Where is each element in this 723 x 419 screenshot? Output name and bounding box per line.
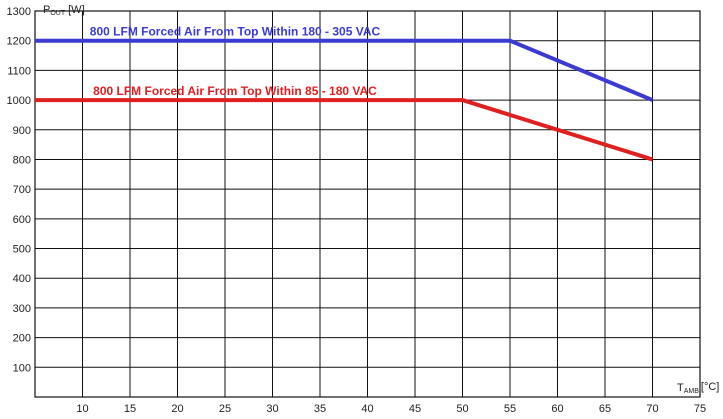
series-label-1: 800 LFM Forced Air From Top Within 180 -…	[90, 25, 381, 39]
y-tick-label: 1200	[7, 36, 31, 48]
x-tick-label: 15	[124, 403, 136, 415]
x-axis-title: TAMB [°C]	[677, 381, 719, 395]
x-tick-label: 30	[266, 403, 278, 415]
y-axis-title-unit: [W]	[68, 4, 85, 16]
x-tick-label: 55	[504, 403, 516, 415]
x-tick-label: 35	[314, 403, 326, 415]
x-tick-label: 50	[456, 403, 468, 415]
x-tick-label: 70	[646, 403, 658, 415]
y-axis-title: POUT [W]	[43, 4, 85, 17]
x-tick-label: 65	[599, 403, 611, 415]
y-tick-label: 300	[13, 303, 31, 315]
x-tick-label: 75	[694, 403, 706, 415]
y-tick-label: 1100	[7, 65, 31, 77]
x-axis-title-unit: [°C]	[701, 381, 719, 393]
y-tick-label: 700	[13, 184, 31, 196]
x-tick-label: 45	[409, 403, 421, 415]
x-tick-label: 60	[551, 403, 563, 415]
grid	[35, 11, 700, 397]
y-tick-label: 100	[13, 362, 31, 374]
y-tick-label: 600	[13, 214, 31, 226]
y-axis-title-sub: OUT	[50, 10, 66, 17]
y-tick-label: 800	[13, 154, 31, 166]
series-label-2: 800 LFM Forced Air From Top Within 85 - …	[93, 84, 377, 98]
x-tick-label: 40	[361, 403, 373, 415]
x-tick-label: 25	[219, 403, 231, 415]
x-axis-title-sub: AMB	[684, 388, 700, 395]
y-tick-label: 1300	[7, 6, 31, 18]
y-tick-label: 900	[13, 125, 31, 137]
y-tick-label: 500	[13, 244, 31, 256]
series-labels: 800 LFM Forced Air From Top Within 180 -…	[90, 25, 381, 98]
y-tick-label: 400	[13, 273, 31, 285]
tick-labels: 100 200 300 400 500 600 700 800 900 1000 1100 1200 1…	[7, 6, 707, 415]
x-tick-label: 20	[171, 403, 183, 415]
x-tick-label: 10	[76, 403, 88, 415]
y-tick-label: 200	[13, 333, 31, 345]
y-axis-title-main: P	[43, 4, 50, 16]
y-tick-label: 1000	[7, 95, 31, 107]
